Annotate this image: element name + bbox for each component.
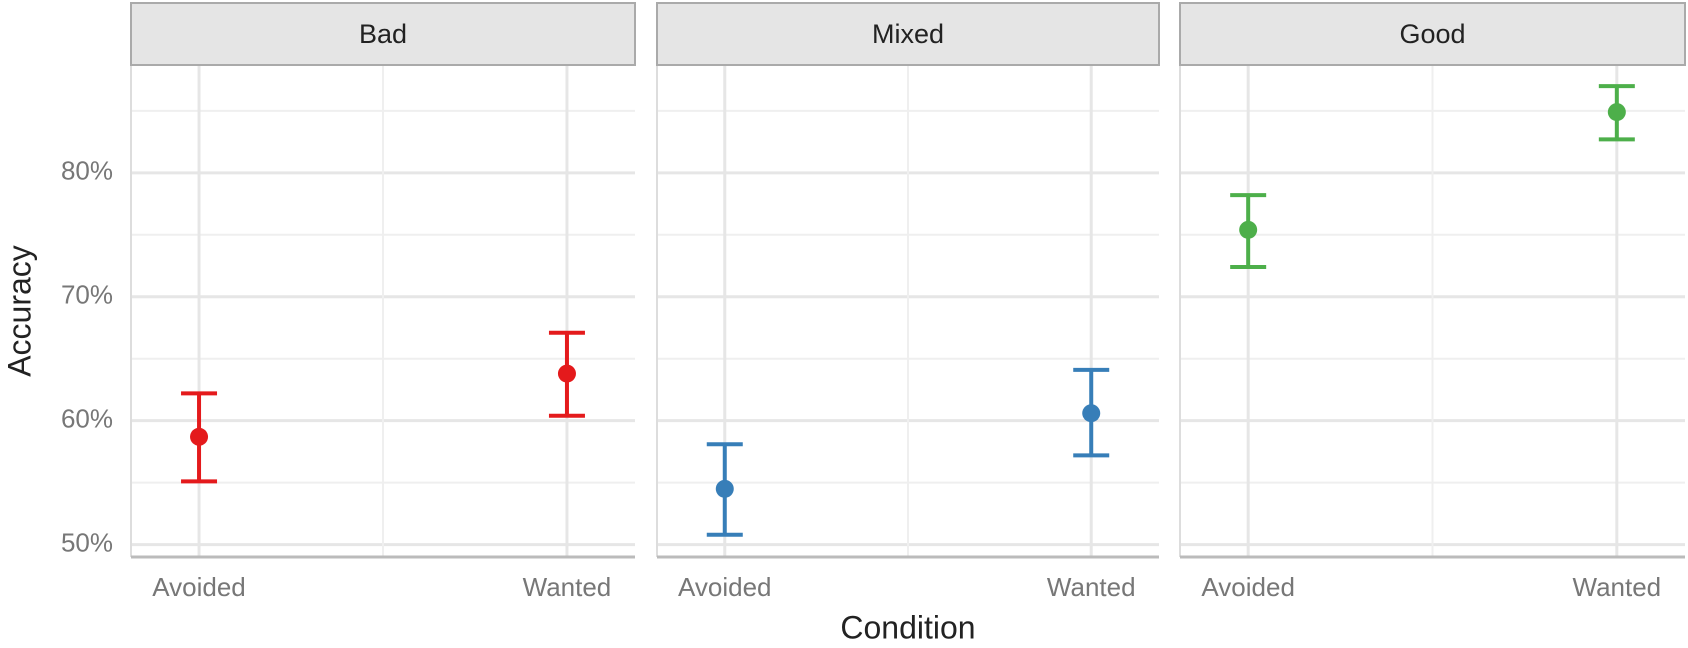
point [1607,103,1626,122]
x-axis-title: Condition [840,609,975,645]
strip-label: Good [1399,19,1465,49]
strip [656,2,1160,66]
x-tick-label: Wanted [1047,572,1136,602]
strip [130,2,636,66]
point [190,427,209,446]
point [1082,404,1101,423]
strip-label: Mixed [872,19,944,49]
x-tick-label: Avoided [678,572,772,602]
x-tick-label: Avoided [152,572,246,602]
y-tick-label: 70% [61,280,113,310]
strip [1179,2,1686,66]
x-tick-label: Wanted [523,572,612,602]
y-tick-label: 60% [61,404,113,434]
point [1239,220,1258,239]
x-tick-label: Avoided [1201,572,1295,602]
y-axis-title: Accuracy [1,245,37,377]
point [715,479,734,498]
strip-label: Bad [359,19,407,49]
y-tick-label: 80% [61,156,113,186]
x-tick-label: Wanted [1573,572,1662,602]
y-tick-label: 50% [61,527,113,557]
point [557,364,576,383]
